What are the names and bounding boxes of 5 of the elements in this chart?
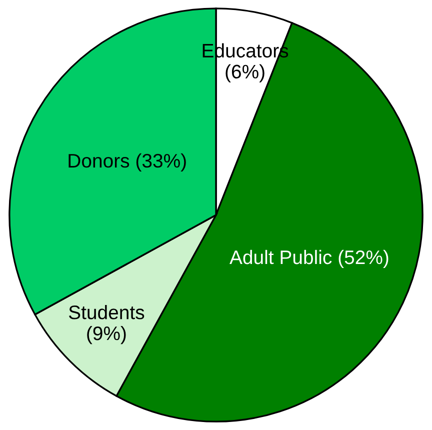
data-label: (9%) [87, 326, 126, 344]
slice-label: Adult Public (52%) [230, 250, 388, 268]
data-label: (6%) [226, 64, 264, 82]
slice-label: Donors (33%) [68, 153, 186, 172]
slice-label: Students [68, 305, 144, 320]
